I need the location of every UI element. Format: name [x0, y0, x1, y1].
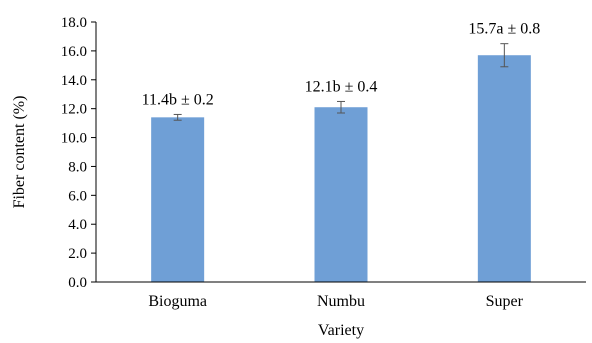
y-tick-label: 6.0: [68, 188, 87, 204]
bar-bioguma: [151, 117, 205, 282]
y-tick-label: 16.0: [61, 44, 87, 60]
y-tick-label: 0.0: [68, 275, 87, 291]
y-tick-label: 4.0: [68, 217, 87, 233]
y-tick-label: 14.0: [61, 73, 87, 89]
x-tick-label-super: Super: [486, 293, 524, 310]
x-axis-title: Variety: [318, 322, 364, 339]
y-tick-label: 18.0: [61, 15, 87, 31]
data-labels: 11.4b ± 0.2 12.1b ± 0.4 15.7a ± 0.8: [142, 21, 541, 109]
y-tick-label: 2.0: [68, 246, 87, 262]
y-tick-label: 12.0: [61, 102, 87, 118]
bar-super: [477, 55, 531, 282]
data-label-numbu: 12.1b ± 0.4: [305, 78, 378, 95]
data-label-bioguma: 11.4b ± 0.2: [142, 91, 214, 108]
bar-numbu: [314, 107, 368, 282]
y-tick-label: 8.0: [68, 159, 87, 175]
error-bars: [173, 43, 509, 121]
y-tick-label: 10.0: [61, 131, 87, 147]
y-axis-title: Fiber content (%): [11, 96, 28, 209]
bars: [151, 55, 531, 282]
data-label-super: 15.7a ± 0.8: [468, 21, 540, 38]
x-axis-category-labels: Bioguma Numbu Super: [148, 293, 523, 310]
x-tick-label-numbu: Numbu: [317, 293, 365, 310]
y-axis-ticks: 0.0 2.0 4.0 6.0 8.0 10.0 12.0 14.0 16.0 18.0: [61, 15, 96, 291]
x-tick-label-bioguma: Bioguma: [148, 293, 207, 310]
